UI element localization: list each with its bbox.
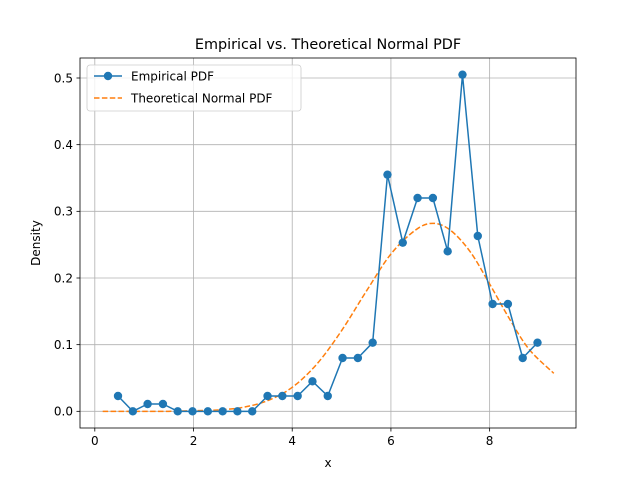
empirical-pdf-point [458, 70, 467, 79]
y-tick-label: 0.2 [54, 271, 73, 285]
y-tick-label: 0.1 [54, 338, 73, 352]
empirical-pdf-point [383, 170, 392, 179]
empirical-pdf-point [113, 391, 123, 401]
empirical-pdf-point [173, 407, 182, 416]
legend: Empirical PDF Theoretical Normal PDF [86, 64, 302, 112]
y-tick-label: 0.0 [54, 405, 73, 419]
empirical-pdf-point [248, 407, 257, 416]
empirical-pdf-point [488, 299, 497, 309]
empirical-pdf-point [143, 399, 152, 409]
empirical-pdf-point [233, 407, 242, 416]
legend-label-theoretical: Theoretical Normal PDF [130, 92, 273, 106]
empirical-pdf-point [443, 247, 452, 256]
empirical-pdf-point [518, 353, 527, 363]
plot-frame [79, 57, 577, 429]
x-tick-label: 0 [91, 434, 99, 448]
empirical-pdf-point [428, 193, 438, 203]
chart-title: Empirical vs. Theoretical Normal PDF [195, 37, 461, 53]
empirical-pdf-point [503, 299, 513, 309]
empirical-pdf-point [293, 391, 302, 401]
empirical-pdf-point [278, 391, 287, 401]
empirical-pdf-point [413, 193, 422, 203]
empirical-pdf-point [263, 391, 272, 401]
empirical-pdf-point [338, 353, 347, 363]
empirical-pdf-point [128, 407, 138, 416]
y-tick-label: 0.5 [54, 71, 73, 85]
empirical-pdf-point [473, 231, 482, 241]
y-tick-label: 0.4 [54, 138, 73, 152]
grid [80, 58, 576, 428]
empirical-pdf-point [308, 377, 317, 386]
empirical-pdf-point [218, 407, 227, 416]
y-axis-label: Density [29, 220, 43, 266]
x-tick-label: 2 [190, 434, 198, 448]
legend-marker-empirical [103, 71, 113, 81]
legend-label-empirical: Empirical PDF [131, 70, 214, 84]
empirical-pdf-point [203, 407, 213, 416]
x-tick-label: 8 [486, 434, 494, 448]
y-tick-label: 0.3 [54, 205, 73, 219]
empirical-pdf-point [323, 391, 332, 401]
legend-box [86, 64, 302, 112]
x-tick-label: 4 [288, 434, 296, 448]
empirical-pdf-point [398, 238, 407, 247]
empirical-pdf-point [353, 353, 363, 363]
empirical-pdf-point [533, 338, 542, 347]
series-layer [102, 70, 555, 416]
empirical-pdf-point [188, 407, 197, 416]
empirical-pdf-point [368, 338, 377, 347]
ticks: 0 2 4 6 8 0.0 0.1 0.2 0.3 0.4 0.5 [54, 71, 494, 448]
x-tick-label: 6 [387, 434, 395, 448]
x-axis-label: x [324, 456, 331, 470]
empirical-pdf-point [158, 399, 168, 409]
